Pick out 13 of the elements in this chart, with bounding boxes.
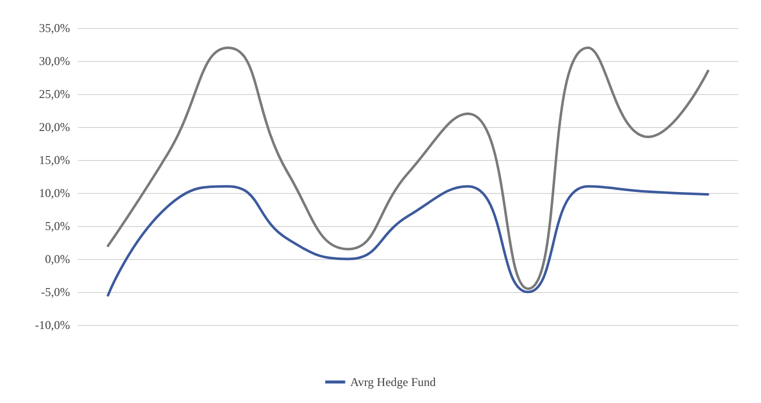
y-tick-label: -10,0% — [35, 318, 70, 332]
legend-label: Avrg Hedge Fund — [350, 375, 436, 389]
line-series — [106, 185, 710, 297]
y-tick-label: -5,0% — [41, 285, 70, 299]
y-tick-label: 35,0% — [39, 21, 70, 35]
y-tick-label: 5,0% — [45, 219, 70, 233]
y-tick-label: 0,0% — [45, 252, 70, 266]
y-tick-label: 20,0% — [39, 120, 70, 134]
y-tick-label: 10,0% — [39, 186, 70, 200]
y-tick-label: 15,0% — [39, 153, 70, 167]
y-tick-label: 30,0% — [39, 54, 70, 68]
line-series — [106, 46, 710, 290]
y-tick-label: 25,0% — [39, 87, 70, 101]
